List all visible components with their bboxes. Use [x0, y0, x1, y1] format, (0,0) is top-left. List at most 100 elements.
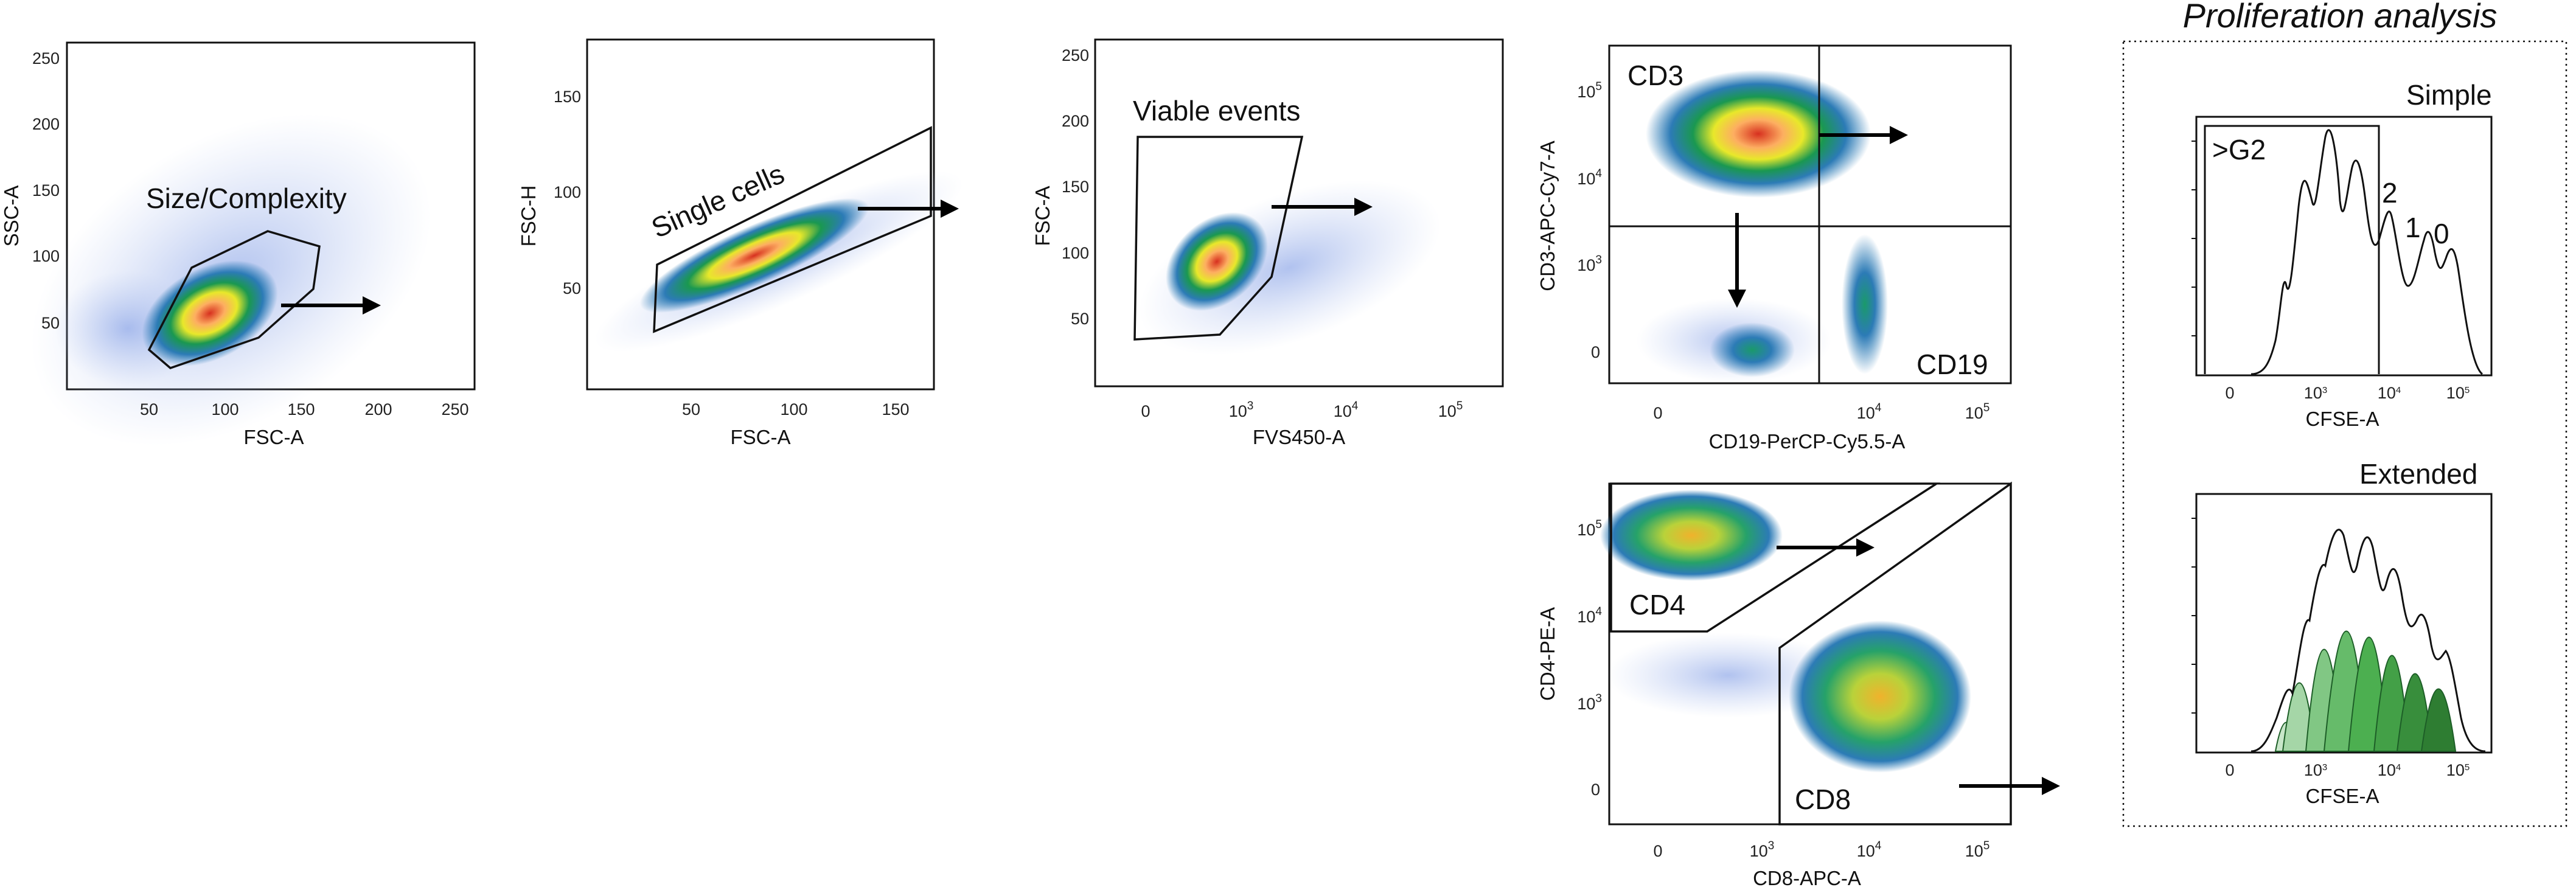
y-tick: 100	[1062, 244, 1089, 262]
simple-x-label: CFSE-A	[2305, 408, 2379, 430]
viable-population	[1166, 212, 1268, 311]
y-tick: 0	[1591, 343, 1600, 361]
extended-histogram-curve	[2251, 529, 2486, 753]
cd3-population	[1646, 70, 1871, 198]
cd4-gate-label: CD4	[1629, 589, 1685, 621]
y-tick: 50	[41, 314, 60, 332]
x-tick: 50	[140, 400, 158, 419]
y-tick: 100	[32, 247, 60, 265]
extended-plot-frame	[2195, 493, 2493, 754]
simple-y-ticks	[2191, 141, 2196, 336]
simple-peak-label: 2	[2382, 177, 2398, 209]
x-tick: 150	[287, 400, 315, 419]
viable-y-ticks: 250 200 150 100 50	[1062, 46, 1089, 328]
x-tick: 104	[2378, 761, 2401, 779]
single-x-ticks: 50 100 150	[682, 400, 910, 419]
cd4-gate	[1610, 482, 1940, 633]
y-tick: 150	[32, 181, 60, 200]
viable-events-panel: Viable events 0 103 104 105 250 200 150 …	[1031, 38, 1504, 448]
y-tick: 50	[563, 279, 581, 297]
x-tick: 0	[1141, 402, 1150, 420]
cd4-population	[1600, 490, 1783, 581]
cd8-population	[1789, 621, 1971, 773]
y-tick: 0	[1591, 780, 1600, 799]
size-population	[142, 260, 278, 366]
x-tick: 105	[1965, 840, 1990, 860]
cd19-population	[1842, 234, 1888, 374]
simple-peak-label: 1	[2405, 212, 2421, 243]
simple-g2-gate	[2204, 125, 2380, 374]
cd3-negative-population	[1710, 322, 1795, 377]
extended-x-ticks: 0 103 104 105	[2225, 761, 2470, 779]
single-y-label: FSC-H	[517, 186, 540, 247]
x-tick: 103	[2304, 761, 2327, 779]
single-cells-panel: Single cells 50 100 150 150 100 50 FSC-A…	[517, 38, 963, 448]
simple-histogram-curve	[2251, 129, 2484, 375]
x-tick: 50	[682, 400, 700, 419]
simple-plot-frame	[2195, 116, 2493, 377]
extended-generation-peaks	[2274, 630, 2457, 752]
simple-title: Simple	[2406, 79, 2492, 111]
cd3-x-label: CD19-PerCP-Cy5.5-A	[1709, 430, 1906, 453]
x-tick: 103	[2304, 384, 2327, 402]
x-tick: 105	[1438, 400, 1463, 420]
cd3-y-ticks: 105 104 103 0	[1577, 80, 1602, 361]
y-tick: 250	[32, 49, 60, 68]
x-tick: 104	[1857, 402, 1882, 422]
cd4-x-label: CD8-APC-A	[1753, 867, 1861, 889]
x-tick: 100	[780, 400, 807, 419]
extended-x-label: CFSE-A	[2305, 785, 2379, 807]
viable-plot-frame	[1094, 38, 1504, 388]
y-tick: 104	[1577, 605, 1602, 626]
extended-histogram: Extended 0 103 104 1	[2191, 458, 2493, 807]
cd4-y-label: CD4-PE-A	[1536, 607, 1559, 701]
x-tick: 250	[441, 400, 468, 419]
y-tick: 105	[1577, 518, 1602, 539]
single-x-label: FSC-A	[731, 426, 791, 448]
size-y-label: SSC-A	[0, 186, 23, 247]
x-tick: 104	[2378, 384, 2401, 402]
proliferation-analysis: Proliferation analysis Simple >G2 2 1 0 …	[2122, 0, 2567, 827]
y-tick: 104	[1577, 167, 1602, 188]
x-tick: 104	[1334, 400, 1359, 420]
proliferation-title: Proliferation analysis	[2183, 0, 2498, 35]
size-gate	[147, 230, 321, 369]
single-gate	[653, 126, 932, 333]
cd19-gate-label: CD19	[1916, 349, 1988, 380]
size-gate-label: Size/Complexity	[146, 183, 347, 214]
y-tick: 200	[32, 115, 60, 133]
cd4-y-ticks: 105 104 103 0	[1577, 518, 1602, 799]
viable-y-label: FSC-A	[1031, 186, 1054, 246]
x-tick: 103	[1229, 400, 1254, 420]
x-tick: 0	[2225, 761, 2234, 779]
y-tick: 50	[1071, 310, 1089, 328]
simple-peak-label: 0	[2434, 218, 2449, 249]
x-tick: 0	[1653, 842, 1662, 860]
cd8-gate	[1778, 481, 2012, 826]
viable-x-label: FVS450-A	[1253, 426, 1345, 448]
y-tick: 105	[1577, 80, 1602, 101]
cd4-x-ticks: 0 103 104 105	[1653, 840, 1989, 860]
viable-x-ticks: 0 103 104 105	[1141, 400, 1463, 420]
y-tick: 103	[1577, 692, 1602, 713]
size-x-label: FSC-A	[244, 426, 304, 448]
x-tick: 105	[2446, 384, 2470, 402]
x-tick: 105	[2446, 761, 2470, 779]
cd8-gate-label: CD8	[1795, 784, 1851, 815]
simple-histogram: Simple >G2 2 1 0 0 103 104 105 CFSE-A	[2191, 79, 2493, 430]
y-tick: 200	[1062, 112, 1089, 130]
y-tick: 100	[554, 183, 581, 201]
x-tick: 0	[2225, 384, 2234, 402]
size-complexity-panel: Size/Complexity 50 100 150 200 250 250 2…	[0, 41, 476, 448]
simple-x-ticks: 0 103 104 105	[2225, 384, 2470, 402]
y-tick: 250	[1062, 46, 1089, 64]
cd4-cd8-panel: CD4 CD8 0 103 104 105 105 104 103 0 CD8-…	[1536, 481, 2060, 889]
extended-title: Extended	[2359, 458, 2477, 490]
x-tick: 200	[364, 400, 392, 419]
x-tick: 104	[1857, 840, 1882, 860]
single-population	[639, 198, 869, 313]
x-tick: 100	[211, 400, 238, 419]
cd3-gate-label: CD3	[1627, 60, 1683, 91]
extended-y-ticks	[2191, 518, 2196, 714]
cd3-x-ticks: 0 104 105	[1653, 402, 1989, 422]
